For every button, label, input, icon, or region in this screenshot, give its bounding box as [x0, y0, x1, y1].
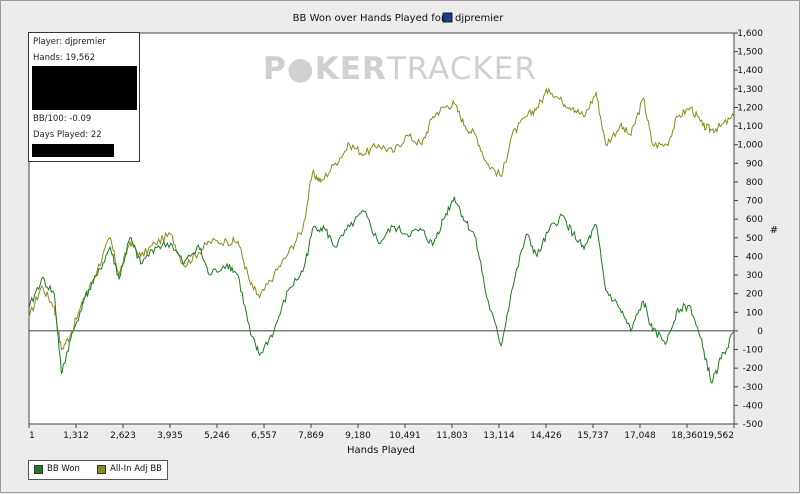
y-tick-label: 1,300 [737, 85, 763, 95]
info-hands: Hands: 19,562 [33, 53, 96, 63]
x-tick-label: 5,246 [204, 431, 230, 441]
x-tick-label: 1 [29, 431, 35, 441]
y-tick-label: 500 [746, 234, 763, 244]
y-tick-label: 1,000 [737, 141, 763, 151]
y-tick-label: 300 [746, 271, 763, 281]
series-line-allin-adj-bb [28, 87, 735, 351]
plot-area [28, 32, 735, 425]
y-tick-label: 1,500 [737, 48, 763, 58]
series-line-bb-won [28, 196, 734, 384]
player-info-box: Player: djpremier Hands: 19,562 BB/100: … [28, 32, 140, 162]
legend-label-bb-won: BB Won [47, 464, 80, 474]
x-tick-label: 15,737 [577, 431, 609, 441]
info-days: Days Played: 22 [33, 130, 102, 140]
x-axis: 1 1,312 2,623 3,935 5,246 6,557 7,869 9,180 10,4… [28, 424, 735, 441]
y-tick-label: 1,200 [737, 103, 763, 113]
y-tick-label: 1,600 [737, 29, 763, 39]
y-axis-label: # [770, 225, 778, 236]
legend-label-allin: All-In Adj BB [110, 464, 162, 474]
y-tick-label: -300 [743, 383, 764, 393]
y-tick-label: 800 [746, 178, 763, 188]
pokertracker-watermark: P●KERTRACKER [263, 51, 537, 87]
legend-swatch-bb-won [34, 464, 43, 474]
x-tick-label: 6,557 [251, 431, 277, 441]
y-tick-label: 900 [746, 159, 763, 169]
player-flag-icon [442, 12, 453, 23]
x-tick-label: 11,803 [436, 431, 468, 441]
y-tick-label: 600 [746, 215, 763, 225]
x-tick-label: 19,562 [703, 431, 735, 441]
x-tick-label: 13,114 [483, 431, 515, 441]
y-tick-label: 400 [746, 252, 763, 262]
chart-title-player: djpremier [455, 13, 504, 24]
info-player: Player: djpremier [33, 37, 106, 47]
redacted-block [32, 66, 137, 110]
chart-title-prefix: BB Won over Hands Played for [293, 13, 446, 24]
y-tick-label: 200 [746, 290, 763, 300]
x-tick-label: 18,360 [671, 431, 703, 441]
y-tick-label: 100 [746, 308, 763, 318]
info-bb100: BB/100: -0.09 [33, 114, 92, 124]
x-tick-label: 9,180 [345, 431, 371, 441]
y-tick-label: -100 [743, 346, 764, 356]
y-axis: 1,600 1,500 1,400 1,300 1,200 1,100 1,000 900 80… [734, 29, 763, 430]
x-tick-label: 10,491 [389, 431, 421, 441]
y-tick-label: 700 [746, 197, 763, 207]
y-tick-label: 1,400 [737, 66, 763, 76]
x-tick-label: 17,048 [624, 431, 656, 441]
chart-legend: BB Won All-In Adj BB [28, 460, 168, 480]
x-axis-label: Hands Played [347, 445, 415, 456]
y-tick-label: 1,100 [737, 122, 763, 132]
legend-swatch-allin [97, 464, 106, 474]
chart-title: BB Won over Hands Played for djpremier [293, 12, 504, 24]
y-tick-label: -200 [743, 364, 764, 374]
y-tick-label: 0 [757, 327, 763, 337]
y-tick-label: -500 [743, 420, 764, 430]
redacted-block [32, 144, 114, 157]
legend-item-bb-won: BB Won [34, 464, 80, 474]
x-tick-label: 2,623 [110, 431, 136, 441]
legend-item-allin: All-In Adj BB [97, 464, 162, 474]
y-tick-label: -400 [743, 401, 764, 411]
x-tick-label: 3,935 [157, 431, 183, 441]
x-tick-label: 7,869 [298, 431, 324, 441]
x-tick-label: 14,426 [530, 431, 562, 441]
x-tick-label: 1,312 [63, 431, 89, 441]
